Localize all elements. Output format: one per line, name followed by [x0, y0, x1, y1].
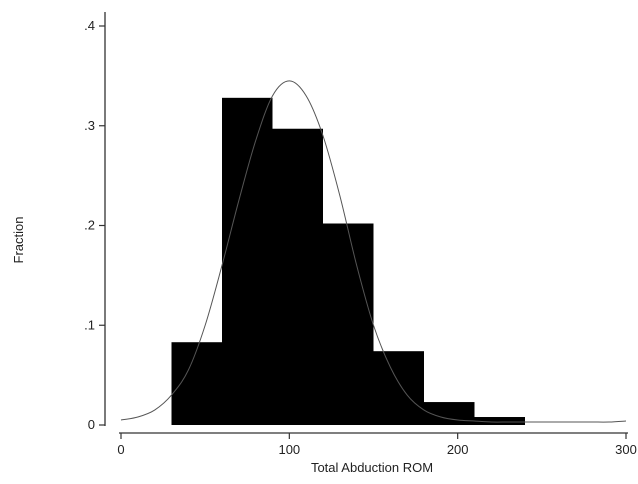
histogram-bar-4 [323, 223, 374, 425]
y-tick-label-1: .1 [84, 317, 95, 332]
x-tick-label-1: 100 [278, 442, 300, 457]
x-tick-label-2: 200 [447, 442, 469, 457]
histogram-bar-6 [424, 402, 475, 425]
x-tick-label-3: 300 [615, 442, 637, 457]
histogram-bar-1 [171, 342, 222, 425]
y-tick-label-3: .3 [84, 118, 95, 133]
y-tick-label-2: .2 [84, 218, 95, 233]
histogram-bar-3 [272, 128, 323, 426]
x-axis-title: Total Abduction ROM [311, 460, 433, 475]
normal-density-curve [120, 80, 627, 423]
curve-layer [120, 80, 627, 423]
histogram-bar-5 [373, 351, 424, 425]
axes-layer: 0 .1 .2 .3 .4 0 100 200 300 [84, 12, 637, 457]
histogram-bar-2 [222, 97, 273, 425]
y-tick-label-0: 0 [88, 417, 95, 432]
y-axis-title: Fraction [11, 217, 26, 264]
y-tick-label-4: .4 [84, 18, 95, 33]
histogram-bar-7 [474, 417, 525, 425]
bars-layer [171, 97, 525, 426]
x-tick-label-0: 0 [117, 442, 124, 457]
